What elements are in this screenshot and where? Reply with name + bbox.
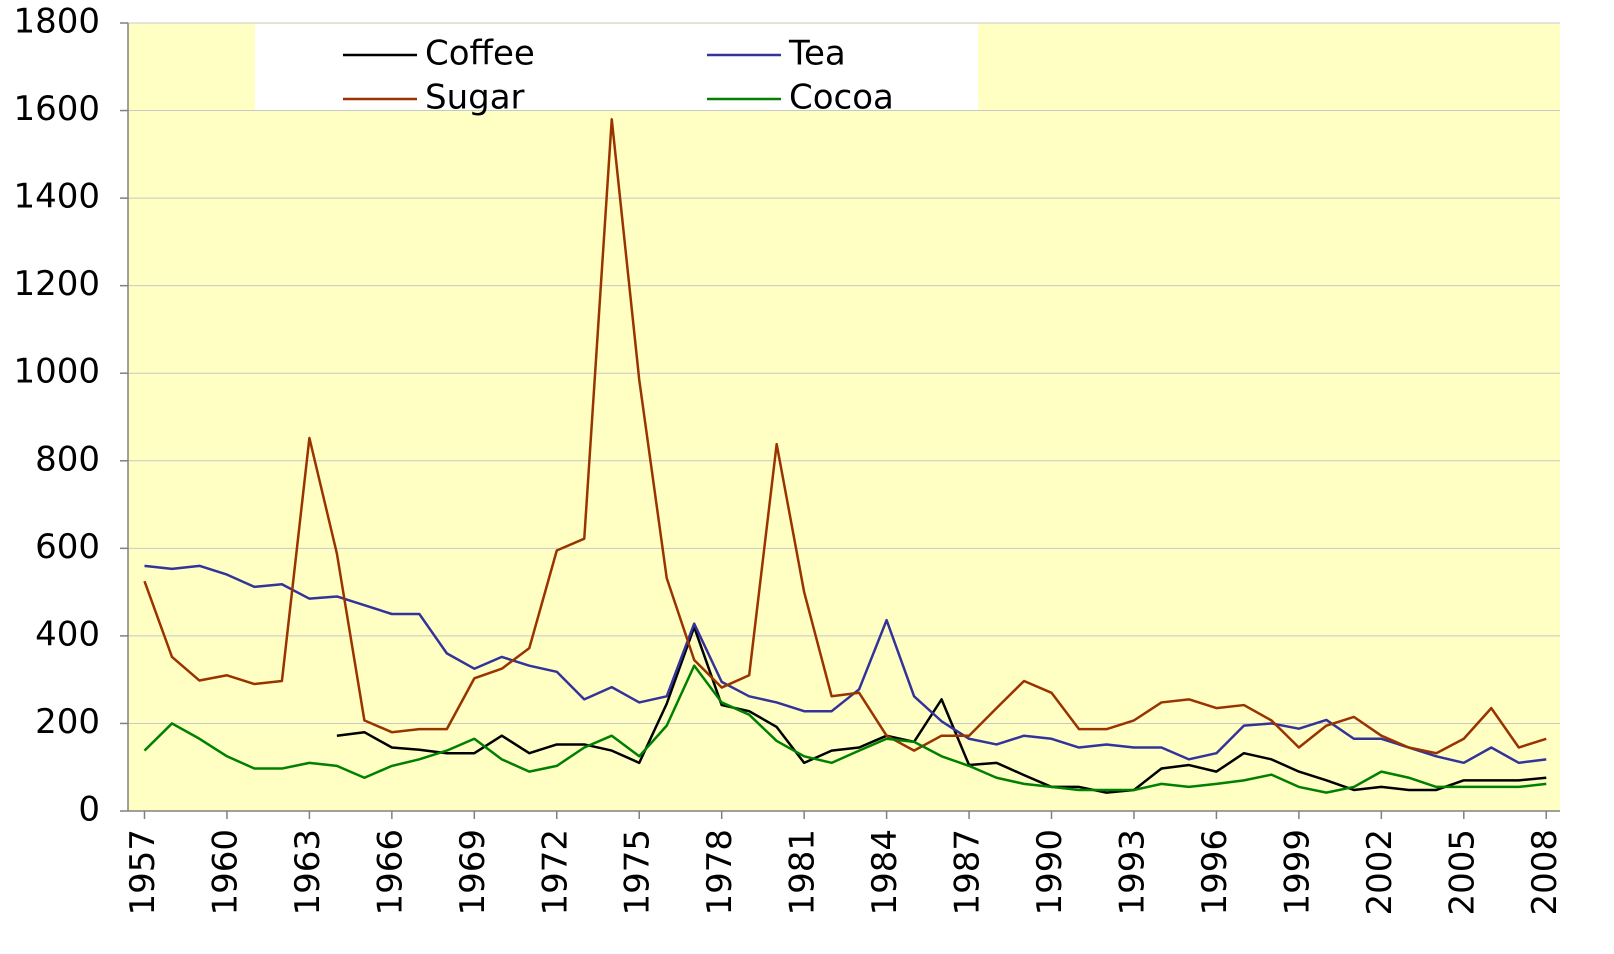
- series-line: [144, 564, 1547, 765]
- x-tick-label: 1993: [1112, 829, 1152, 916]
- legend-label: Tea: [788, 34, 846, 74]
- y-tick-label: 1800: [13, 2, 100, 42]
- y-tick-label: 0: [78, 790, 100, 830]
- x-tick-label: 1999: [1277, 829, 1317, 916]
- y-tick-label: 400: [35, 614, 100, 654]
- x-tick-label: 1987: [948, 829, 988, 916]
- grid: [128, 22, 1560, 812]
- x-tick-label: 1963: [288, 829, 328, 916]
- x-tick-label: 2005: [1442, 829, 1482, 916]
- x-tick-label: 1969: [453, 829, 493, 916]
- legend-label: Sugar: [425, 78, 525, 118]
- x-tick-label: 1960: [205, 829, 245, 916]
- axes: 0 200 400 600 800 1000 1200 1400 1600 1800 1957 196…: [13, 2, 1564, 916]
- y-tick-label: 1000: [13, 352, 100, 392]
- plot-area: [128, 23, 1560, 811]
- legend: Coffee Tea Sugar Cocoa: [255, 24, 978, 118]
- y-tick-label: 800: [35, 439, 100, 479]
- x-tick-label: 1957: [123, 829, 163, 916]
- x-tick-label: 1984: [865, 829, 905, 916]
- legend-box: [255, 24, 978, 110]
- lines: [143, 118, 1547, 794]
- legend-label: Cocoa: [789, 78, 894, 118]
- x-tick-label: 1975: [618, 829, 658, 916]
- legend-label: Coffee: [425, 34, 535, 74]
- y-tick-label: 1200: [13, 264, 100, 304]
- x-tick-label: 1966: [370, 829, 410, 916]
- x-tick-label: 1981: [783, 829, 823, 916]
- series-line: [143, 118, 1547, 755]
- x-tick-label: 1972: [535, 829, 575, 916]
- y-tick-label: 200: [35, 702, 100, 742]
- x-tick-label: 2008: [1525, 829, 1565, 916]
- y-tick-label: 1400: [13, 177, 100, 217]
- y-tick-label: 600: [35, 527, 100, 567]
- series-line: [143, 664, 1547, 794]
- x-tick-label: 1978: [700, 829, 740, 916]
- x-tick-label: 2002: [1360, 829, 1400, 916]
- x-tick-label: 1996: [1195, 829, 1235, 916]
- series-line: [336, 625, 1547, 794]
- x-tick-label: 1990: [1030, 829, 1070, 916]
- y-tick-label: 1600: [13, 89, 100, 129]
